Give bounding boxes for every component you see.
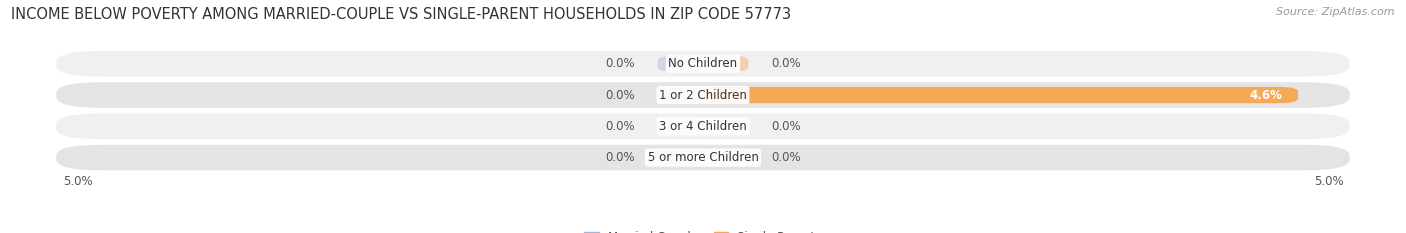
Text: 0.0%: 0.0% [605,57,634,70]
Text: 0.0%: 0.0% [605,89,634,102]
FancyBboxPatch shape [703,87,1298,103]
Text: 0.0%: 0.0% [605,120,634,133]
Legend: Married Couples, Single Parents: Married Couples, Single Parents [579,226,827,233]
Text: No Children: No Children [668,57,738,70]
Text: 0.0%: 0.0% [605,151,634,164]
Text: 0.0%: 0.0% [772,120,801,133]
Text: Source: ZipAtlas.com: Source: ZipAtlas.com [1277,7,1395,17]
Text: 5.0%: 5.0% [1313,175,1343,188]
Text: 0.0%: 0.0% [772,57,801,70]
Text: 1 or 2 Children: 1 or 2 Children [659,89,747,102]
FancyBboxPatch shape [658,149,703,166]
Text: INCOME BELOW POVERTY AMONG MARRIED-COUPLE VS SINGLE-PARENT HOUSEHOLDS IN ZIP COD: INCOME BELOW POVERTY AMONG MARRIED-COUPL… [11,7,792,22]
Text: 5 or more Children: 5 or more Children [648,151,758,164]
Text: 0.0%: 0.0% [772,151,801,164]
Text: 3 or 4 Children: 3 or 4 Children [659,120,747,133]
FancyBboxPatch shape [56,113,1350,139]
FancyBboxPatch shape [56,145,1350,170]
FancyBboxPatch shape [658,87,703,103]
Text: 5.0%: 5.0% [63,175,93,188]
FancyBboxPatch shape [703,56,748,72]
Text: 4.6%: 4.6% [1250,89,1282,102]
FancyBboxPatch shape [703,118,748,134]
FancyBboxPatch shape [658,118,703,134]
FancyBboxPatch shape [56,51,1350,77]
FancyBboxPatch shape [703,149,748,166]
FancyBboxPatch shape [658,56,703,72]
FancyBboxPatch shape [56,82,1350,108]
